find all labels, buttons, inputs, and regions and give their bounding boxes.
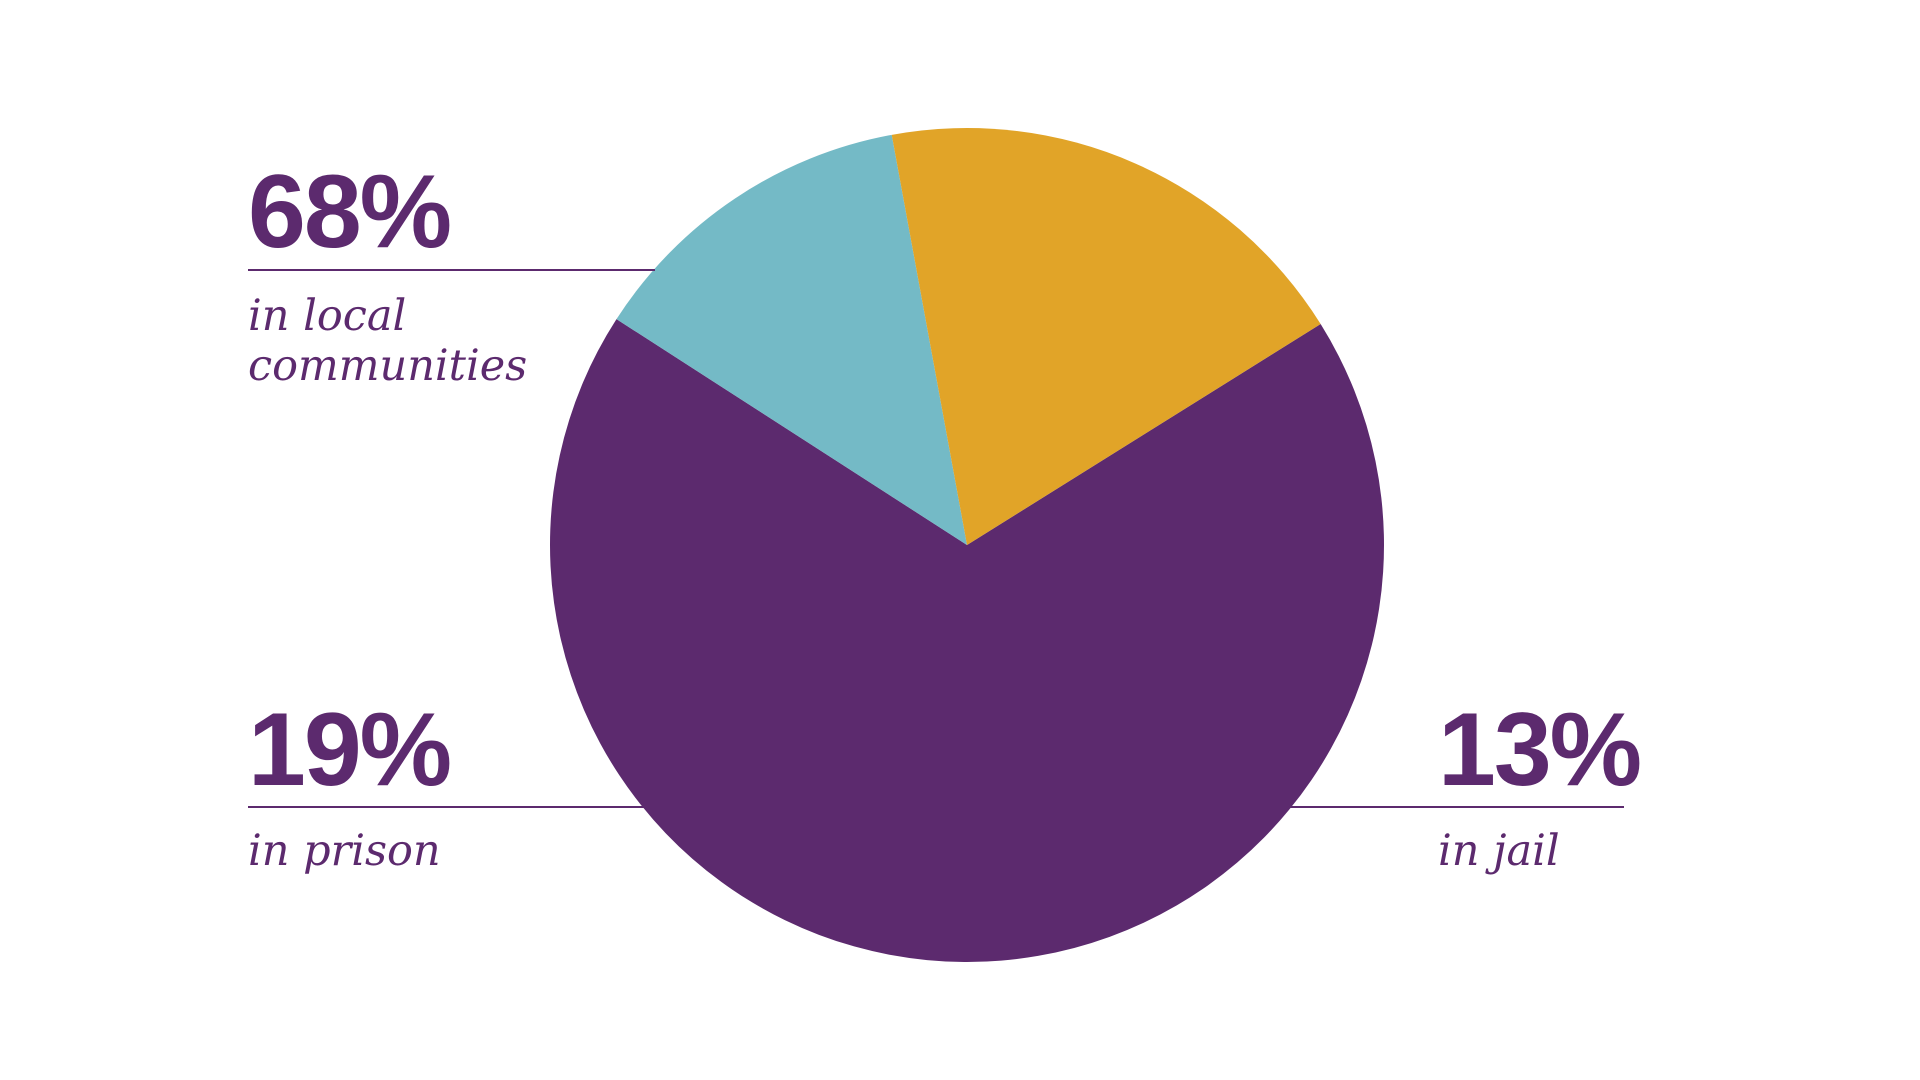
data-label-value: 13% xyxy=(1438,692,1640,808)
category-label-line: communities xyxy=(248,341,527,391)
category-label-line: in jail xyxy=(1438,826,1560,876)
pie-slice-in-prison xyxy=(891,127,1321,545)
category-label-line: in prison xyxy=(248,826,441,876)
category-label-line: in local xyxy=(248,291,406,341)
data-label-value: 68% xyxy=(248,154,450,270)
pie-slice-in-jail xyxy=(616,134,967,545)
data-label-category: in local communities xyxy=(248,291,527,391)
data-label-category: in prison xyxy=(248,826,441,876)
data-label-value: 19% xyxy=(248,692,450,808)
data-label-category: in jail xyxy=(1438,826,1560,876)
pie-slice-in-local-communities xyxy=(550,319,1385,962)
